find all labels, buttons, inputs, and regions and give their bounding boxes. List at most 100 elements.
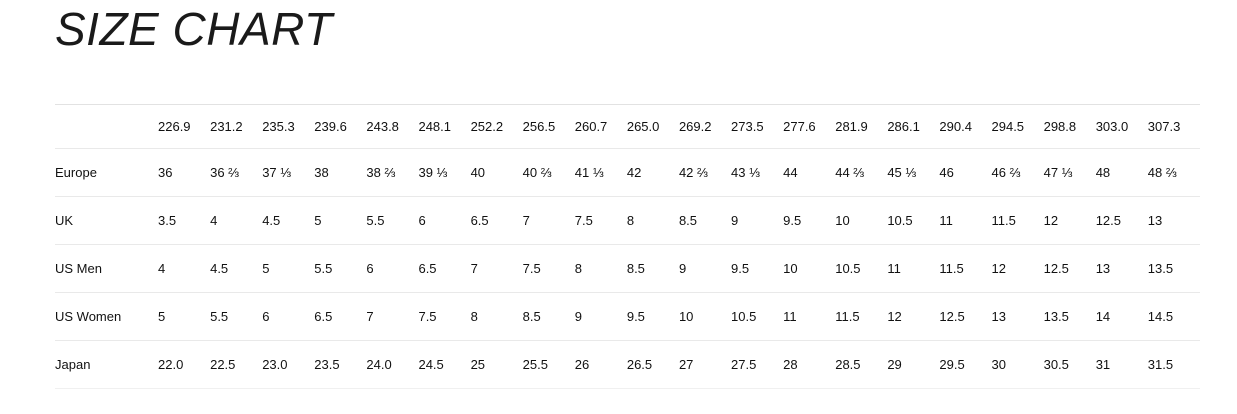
size-cell: 10 [678,308,694,324]
table-row: US Men 4 4.5 5 5.5 6 6.5 7 7.5 8 8.5 9 9.5 10 10.5 11 11… [55,244,1200,293]
size-cell: 31.5 [1147,356,1174,372]
size-cell: 8 [574,260,582,276]
length-header-cell: 303.0 [1095,118,1129,134]
row-label: US Men [55,260,102,276]
size-cell: 12.5 [939,308,965,324]
size-cell: 44 ⅔ [835,164,865,180]
length-header-cell: 269.2 [678,118,712,134]
length-header-cell: 256.5 [522,118,556,134]
size-cell: 6 [366,260,374,276]
size-cell: 5 [158,308,166,324]
length-header-cell: 243.8 [366,118,399,134]
size-cell: 27.5 [731,356,757,372]
size-cell: 8.5 [626,260,645,276]
size-cell: 10.5 [835,260,861,276]
size-cell: 11 [939,212,953,228]
size-cell: 8 [626,212,635,228]
size-cell: 5.5 [314,260,333,276]
size-cell: 24.0 [366,356,392,372]
table-row: Europe 36 36 ⅔ 37 ⅓ 38 38 ⅔ 39 ⅓ 40 40 ⅔ 41 ⅓ 42 42… [55,148,1200,197]
size-cell: 13.5 [1043,308,1069,324]
size-cell: 38 [314,164,329,180]
size-cell: 4 [210,212,218,228]
size-cell: 9.5 [783,212,802,228]
size-cell: 12.5 [1095,212,1121,228]
size-chart-table: 226.9 231.2 235.3 239.6 243.8 248.1 252.2 256.5… [55,104,1200,389]
length-header-row: 226.9 231.2 235.3 239.6 243.8 248.1 252.2 256.5… [55,104,1200,149]
corner-cell [55,104,158,148]
size-cell: 30.5 [1043,356,1069,372]
size-cell: 5.5 [366,212,385,228]
size-cell: 14.5 [1147,308,1174,324]
table-row: Japan 22.0 22.5 23.0 23.5 24.0 24.5 25 25.5 26 26.… [55,340,1200,389]
length-header-cell: 294.5 [991,118,1025,134]
size-cell: 30 [991,356,1006,372]
size-cell: 6.5 [418,260,437,276]
size-cell: 45 ⅓ [887,164,917,180]
length-header-cell: 286.1 [887,118,920,134]
size-cell: 13 [1095,260,1111,276]
size-cell: 42 ⅔ [678,164,708,180]
size-cell: 39 ⅓ [418,164,448,180]
size-cell: 6 [418,212,426,228]
size-cell: 13 [1147,212,1163,228]
size-cell: 9 [731,212,739,228]
size-cell: 4.5 [262,212,281,228]
size-cell: 6.5 [314,308,333,324]
size-cell: 25.5 [522,356,548,372]
size-cell: 23.0 [262,356,288,372]
size-cell: 9.5 [731,260,750,276]
size-cell: 12 [1043,212,1059,228]
size-cell: 9 [574,308,582,324]
size-cell: 38 ⅔ [366,164,396,180]
row-label: US Women [55,308,122,324]
size-cell: 26 [574,356,590,372]
row-label: Japan [55,356,91,372]
length-header-cell: 252.2 [470,118,504,134]
size-cell: 5.5 [210,308,229,324]
size-cell: 7 [522,212,530,228]
size-cell: 11 [887,260,901,276]
size-cell: 12 [991,260,1006,276]
size-cell: 4 [158,260,166,276]
size-cell: 43 ⅓ [731,164,760,180]
size-cell: 14 [1095,308,1111,324]
size-cell: 26.5 [626,356,653,372]
size-cell: 48 [1095,164,1111,180]
size-cell: 3.5 [158,212,177,228]
size-cell: 42 [626,164,642,180]
size-cell: 8.5 [522,308,541,324]
size-cell: 48 ⅔ [1147,164,1177,180]
size-cell: 7 [470,260,478,276]
size-cell: 44 [783,164,798,180]
size-cell: 28.5 [835,356,861,372]
size-cell: 11.5 [835,308,860,324]
size-cell: 6 [262,308,270,324]
size-cell: 4.5 [210,260,229,276]
size-cell: 37 ⅓ [262,164,292,180]
size-cell: 5 [314,212,322,228]
length-header-cell: 265.0 [626,118,660,134]
size-cell: 7.5 [574,212,593,228]
length-header-cell: 290.4 [939,118,972,134]
size-cell: 25 [470,356,486,372]
size-cell: 10.5 [887,212,913,228]
size-cell: 29.5 [939,356,965,372]
size-cell: 6.5 [470,212,489,228]
size-cell: 11 [783,308,797,324]
row-label: Europe [55,164,97,180]
size-cell: 28 [783,356,798,372]
size-cell: 46 [939,164,954,180]
size-cell: 8.5 [678,212,698,228]
length-header-cell: 298.8 [1043,118,1077,134]
table-row: US Women 5 5.5 6 6.5 7 7.5 8 8.5 9 9.5 10 10.5 11 11.5… [55,292,1200,341]
size-cell: 7.5 [418,308,437,324]
length-header-cell: 281.9 [835,118,868,134]
size-cell: 8 [470,308,478,324]
size-cell: 22.0 [158,356,184,372]
size-cell: 13 [991,308,1006,324]
length-header-cell: 239.6 [314,118,347,134]
size-cell: 10 [835,212,850,228]
size-cell: 41 ⅓ [574,164,604,180]
